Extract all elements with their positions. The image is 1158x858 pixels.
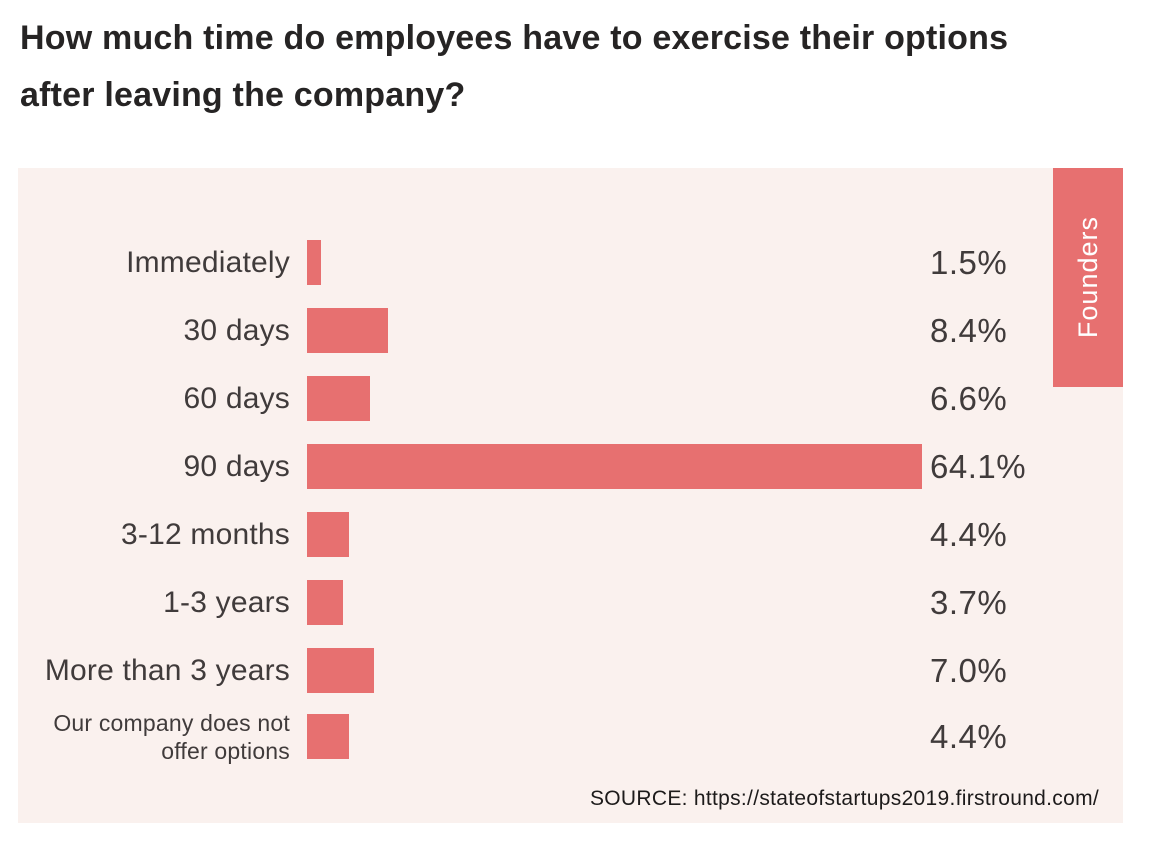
bar [307,240,322,285]
chart-panel: Founders Immediately 1.5% 30 days 8.4% 6… [18,168,1123,823]
value-label: 8.4% [930,311,1008,349]
bar [307,512,350,557]
bar [307,376,371,421]
chart-row: Immediately 1.5% [18,240,1123,285]
chart-row: More than 3 years 7.0% [18,648,1123,693]
chart-row: 30 days 8.4% [18,308,1123,353]
value-label: 4.4% [930,515,1008,553]
category-label: 90 days [183,449,290,483]
tab-founders[interactable]: Founders [1053,168,1123,387]
value-label: 7.0% [930,651,1008,689]
bar [307,714,350,759]
value-label: 6.6% [930,379,1008,417]
category-label: Immediately [126,245,290,279]
bar [307,444,923,489]
category-label: 3-12 months [121,517,290,551]
value-label: 64.1% [930,447,1027,485]
page-title-line-2: after leaving the company? [20,76,466,114]
value-label: 1.5% [930,243,1008,281]
chart-row: 3-12 months 4.4% [18,512,1123,557]
page-title-line-1: How much time do employees have to exerc… [20,19,1009,57]
bar [307,308,388,353]
page-title: How much time do employees have to exerc… [20,10,1140,124]
category-label: 30 days [183,313,290,347]
bar [307,580,343,625]
chart-row: 90 days 64.1% [18,444,1123,489]
bar [307,648,375,693]
value-label: 3.7% [930,583,1008,621]
category-label: 60 days [183,381,290,415]
value-label: 4.4% [930,717,1008,755]
category-label: Our company does not offer options [53,709,290,764]
source-attribution: SOURCE: https://stateofstartups2019.firs… [589,787,1099,810]
category-label: More than 3 years [44,653,290,687]
chart-row: Our company does not offer options 4.4% [18,710,1123,764]
chart-row: 60 days 6.6% [18,376,1123,421]
category-label: 1-3 years [163,585,290,619]
chart-row: 1-3 years 3.7% [18,580,1123,625]
